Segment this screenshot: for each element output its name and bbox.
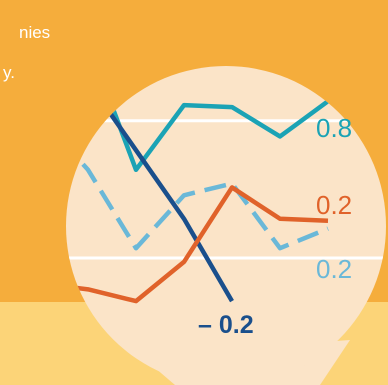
series-end-label-3: 0.2 xyxy=(316,254,352,284)
series-end-label-1: 0.8 xyxy=(316,113,352,143)
chart-lines xyxy=(66,66,330,304)
chart-grid xyxy=(66,119,386,260)
series-end-label-2: – 0.2 xyxy=(198,311,254,339)
series-line-4 xyxy=(66,185,329,304)
chart-circle-background xyxy=(66,66,386,385)
chart-end-labels: 0.8 – 0.2 0.2 0.2 xyxy=(198,113,352,339)
background-text-line-1: nies xyxy=(19,23,50,42)
background-text-line-2: y. xyxy=(3,63,15,82)
series-end-label-4: 0.2 xyxy=(316,190,352,220)
series-line-3 xyxy=(66,115,329,251)
series-line-1 xyxy=(66,66,330,173)
